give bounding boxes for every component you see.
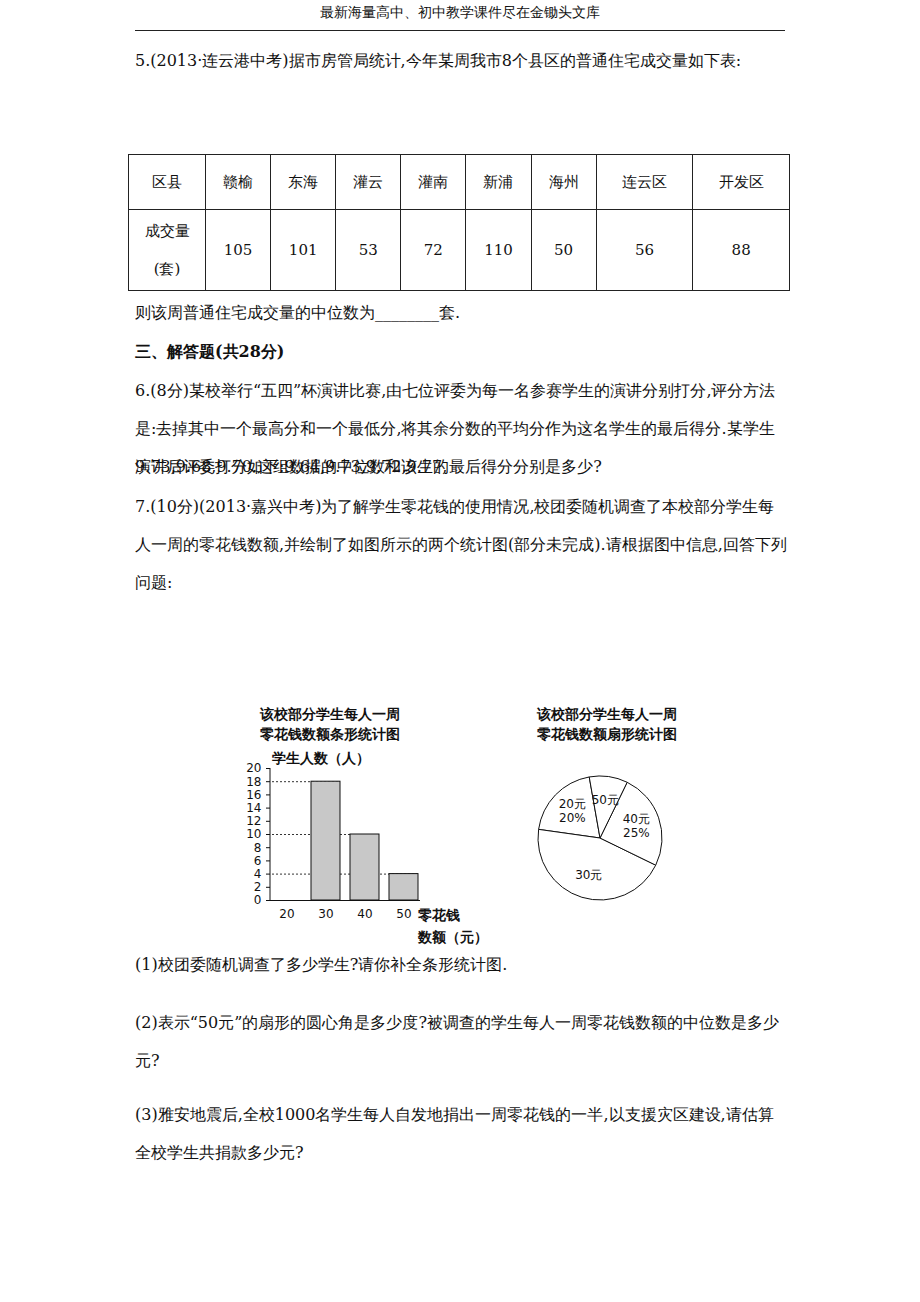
svg-text:20: 20 bbox=[246, 761, 261, 775]
html-text:53: 53 bbox=[358, 241, 378, 259]
html-text:50: 50 bbox=[554, 241, 574, 259]
svg-text:18: 18 bbox=[246, 775, 261, 789]
html-text:该校部分学生每人一周 零花钱数额条形统计图: 该校部分学生每人一周 零花钱数额条形统计图 bbox=[260, 706, 400, 742]
html-text:区县: 区县 bbox=[152, 173, 182, 191]
svg-text:14: 14 bbox=[246, 801, 261, 815]
html-text:101: 101 bbox=[288, 241, 318, 259]
html-text:灌南: 灌南 bbox=[418, 173, 449, 191]
html-text:赣榆: 赣榆 bbox=[223, 173, 253, 191]
svg-text:40元25%: 40元25% bbox=[623, 811, 650, 839]
svg-text:40: 40 bbox=[357, 907, 372, 921]
svg-text:8: 8 bbox=[254, 841, 262, 855]
html-text:则该周普通住宅成交量的中位数为________套.: 则该周普通住宅成交量的中位数为________套. bbox=[135, 303, 461, 322]
svg-text:2: 2 bbox=[254, 880, 262, 894]
html-text:56: 56 bbox=[634, 241, 654, 259]
html-text:零花钱 数额（元）: 零花钱 数额（元） bbox=[418, 907, 488, 945]
svg-text:30: 30 bbox=[318, 907, 333, 921]
svg-text:6: 6 bbox=[254, 854, 262, 868]
svg-text:16: 16 bbox=[246, 788, 261, 802]
html-text:5.(2013·连云港中考)据市房管局统计,今年某周我市8个: 5.(2013·连云港中考)据市房管局统计,今年某周我市8个县区的普通住宅成交量… bbox=[135, 51, 742, 70]
html-text:110: 110 bbox=[484, 241, 513, 259]
html-text:新浦: 新浦 bbox=[483, 173, 514, 191]
html-text:东海: 东海 bbox=[288, 173, 319, 191]
html-text:成交量(套): 成交量(套) bbox=[144, 222, 190, 278]
html-text:灌云: 灌云 bbox=[353, 173, 384, 191]
svg-text:0: 0 bbox=[254, 893, 262, 907]
html-text:开发区: 开发区 bbox=[718, 173, 764, 191]
html-text:海州: 海州 bbox=[548, 173, 579, 191]
svg-text:30元: 30元 bbox=[575, 868, 602, 882]
html-text:6.(8分)某校举行“五四”杯演讲比赛,由七位评委为每一名参: 6.(8分)某校举行“五四”杯演讲比赛,由七位评委为每一名参赛学生的演讲分别打分… bbox=[135, 381, 776, 476]
html-text:7.(10分)(2013·嘉兴中考)为了解学生零花钱的使用情: 7.(10分)(2013·嘉兴中考)为了解学生零花钱的使用情况,校团委随机调查了… bbox=[135, 497, 787, 592]
html-text:105: 105 bbox=[223, 241, 253, 259]
html-text:(1)校团委随机调查了多少学生?请你补全条形统计图.: (1)校团委随机调查了多少学生?请你补全条形统计图. bbox=[135, 955, 508, 974]
svg-text:50: 50 bbox=[396, 907, 411, 921]
html-text:(2)表示“50元”的扇形的圆心角是多少度?被调查的学生每人: (2)表示“50元”的扇形的圆心角是多少度?被调查的学生每人一周零花钱数额的中位… bbox=[135, 1013, 779, 1070]
svg-text:50元: 50元 bbox=[592, 793, 619, 807]
svg-text:4: 4 bbox=[254, 867, 262, 881]
html-text:88: 88 bbox=[731, 241, 751, 259]
html-text:9.73,9.68,9.70.这组数据的中位数和该生的最后得: 9.73,9.68,9.70.这组数据的中位数和该生的最后得分分别是多少? bbox=[135, 457, 602, 476]
svg-text:20: 20 bbox=[279, 907, 294, 921]
svg-text:10: 10 bbox=[246, 827, 261, 841]
html-text:72: 72 bbox=[423, 241, 443, 259]
html-text:学生人数（人）: 学生人数（人） bbox=[272, 750, 370, 766]
html-text:最新海量高中、初中教学课件尽在金锄头文库: 最新海量高中、初中教学课件尽在金锄头文库 bbox=[320, 4, 600, 20]
html-text:该校部分学生每人一周 零花钱数额扇形统计图: 该校部分学生每人一周 零花钱数额扇形统计图 bbox=[537, 706, 677, 742]
html-text:(3)雅安地震后,全校1000名学生每人自发地捐出一周零花钱: (3)雅安地震后,全校1000名学生每人自发地捐出一周零花钱的一半,以支援灾区建… bbox=[135, 1105, 774, 1162]
svg-text:20元20%: 20元20% bbox=[559, 797, 586, 825]
svg-text:12: 12 bbox=[246, 814, 261, 828]
html-text:连云区: 连云区 bbox=[622, 173, 667, 191]
html-text:三、解答题(共28分): 三、解答题(共28分) bbox=[135, 342, 285, 361]
